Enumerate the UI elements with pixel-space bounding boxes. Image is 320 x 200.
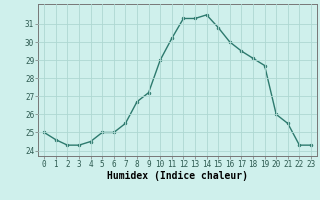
- X-axis label: Humidex (Indice chaleur): Humidex (Indice chaleur): [107, 171, 248, 181]
